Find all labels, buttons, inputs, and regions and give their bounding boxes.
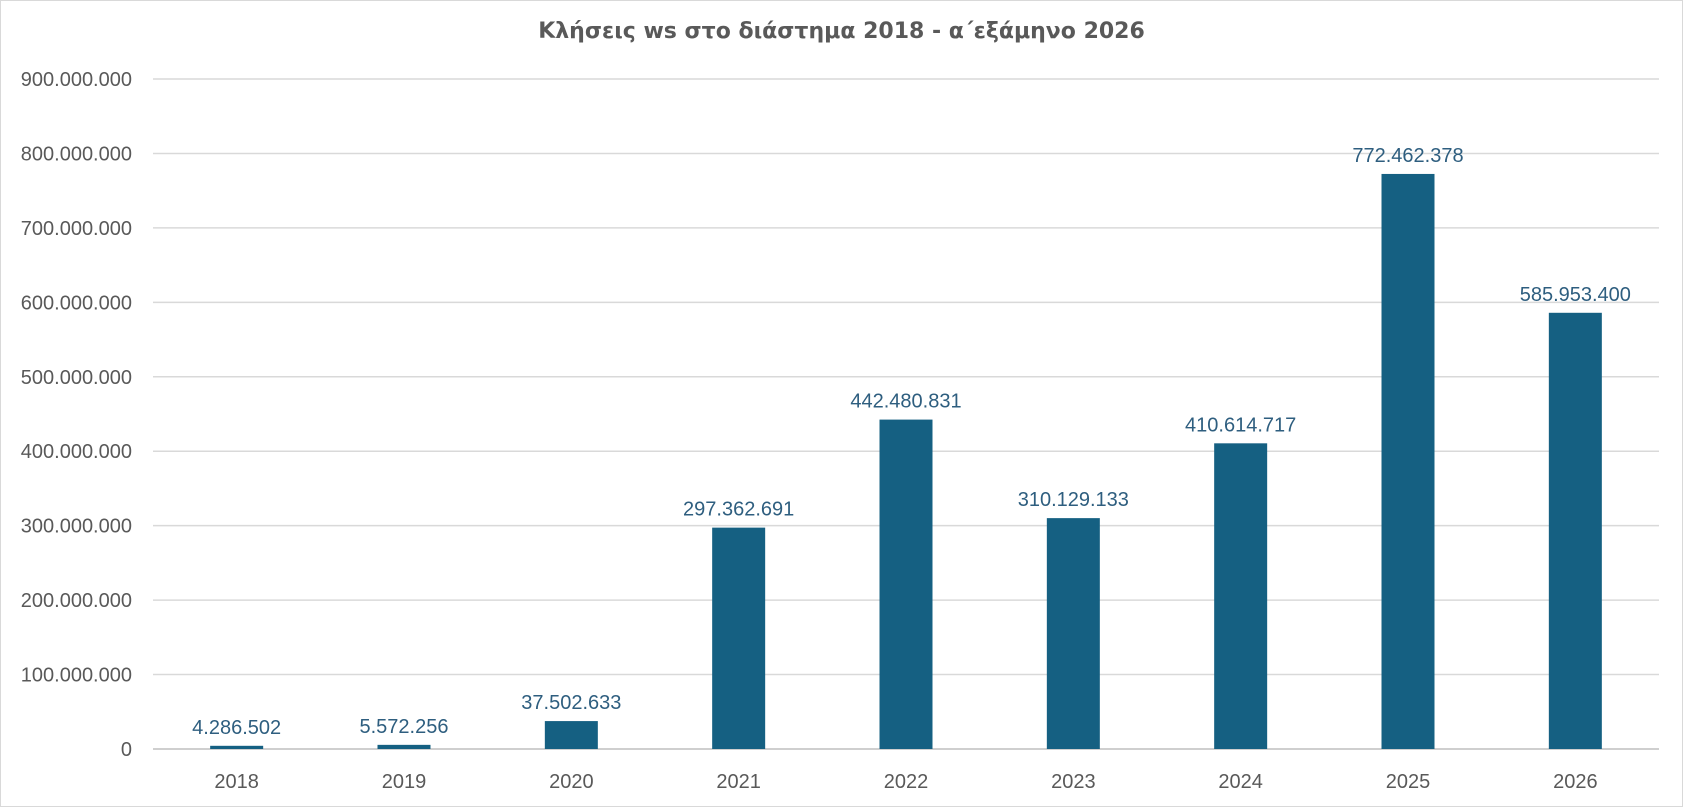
data-label-2021: 297.362.691 [683,499,794,521]
bar-2024 [1214,443,1268,749]
bars [210,173,1602,749]
y-tick-label: 400.000.000 [21,441,132,463]
y-tick-label: 300.000.000 [21,516,132,538]
y-tick-label: 900.000.000 [21,69,132,91]
y-tick-label: 800.000.000 [21,143,132,165]
y-tick-label: 500.000.000 [21,367,132,389]
data-label-2019: 5.572.256 [360,716,449,738]
x-axis-ticks: 2018 2019 2020 2021 2022 2023 2024 2025 2026 [214,771,1597,793]
y-tick-label: 200.000.000 [21,590,132,612]
x-tick-label-2020: 2020 [549,771,594,793]
data-label-2024: 410.614.717 [1185,414,1296,436]
data-label-2020: 37.502.633 [521,692,621,714]
bar-2022 [879,419,933,749]
bar-2026 [1548,312,1602,749]
data-label-2023: 310.129.133 [1018,489,1129,511]
y-tick-label: 600.000.000 [21,292,132,314]
x-tick-label-2022: 2022 [884,771,929,793]
data-label-2018: 4.286.502 [192,717,281,739]
y-axis-ticks: 0 100.000.000 200.000.000 300.000.000 400.00… [21,69,132,761]
data-labels: 4.286.502 5.572.256 37.502.633 297.362.691 4… [192,145,1631,739]
y-tick-label: 0 [121,739,132,761]
data-label-2022: 442.480.831 [850,391,961,413]
bar-2020 [544,721,598,749]
bar-2021 [712,527,766,749]
x-tick-label-2018: 2018 [214,771,259,793]
x-tick-label-2023: 2023 [1051,771,1096,793]
x-tick-label-2021: 2021 [716,771,761,793]
data-label-2025: 772.462.378 [1352,145,1463,167]
bar-2023 [1046,518,1100,749]
data-label-2026: 585.953.400 [1520,284,1631,306]
bar-2019 [377,744,431,749]
x-tick-label-2026: 2026 [1553,771,1598,793]
x-tick-label-2025: 2025 [1386,771,1431,793]
chart-title: Κλήσεις ws στο διάστημα 2018 - α΄εξάμηνο… [538,19,1145,44]
bar-2025 [1381,173,1435,749]
x-tick-label-2019: 2019 [382,771,427,793]
bar-2018 [210,745,264,749]
x-tick-label-2024: 2024 [1218,771,1263,793]
y-tick-label: 100.000.000 [21,665,132,687]
y-tick-label: 700.000.000 [21,218,132,240]
